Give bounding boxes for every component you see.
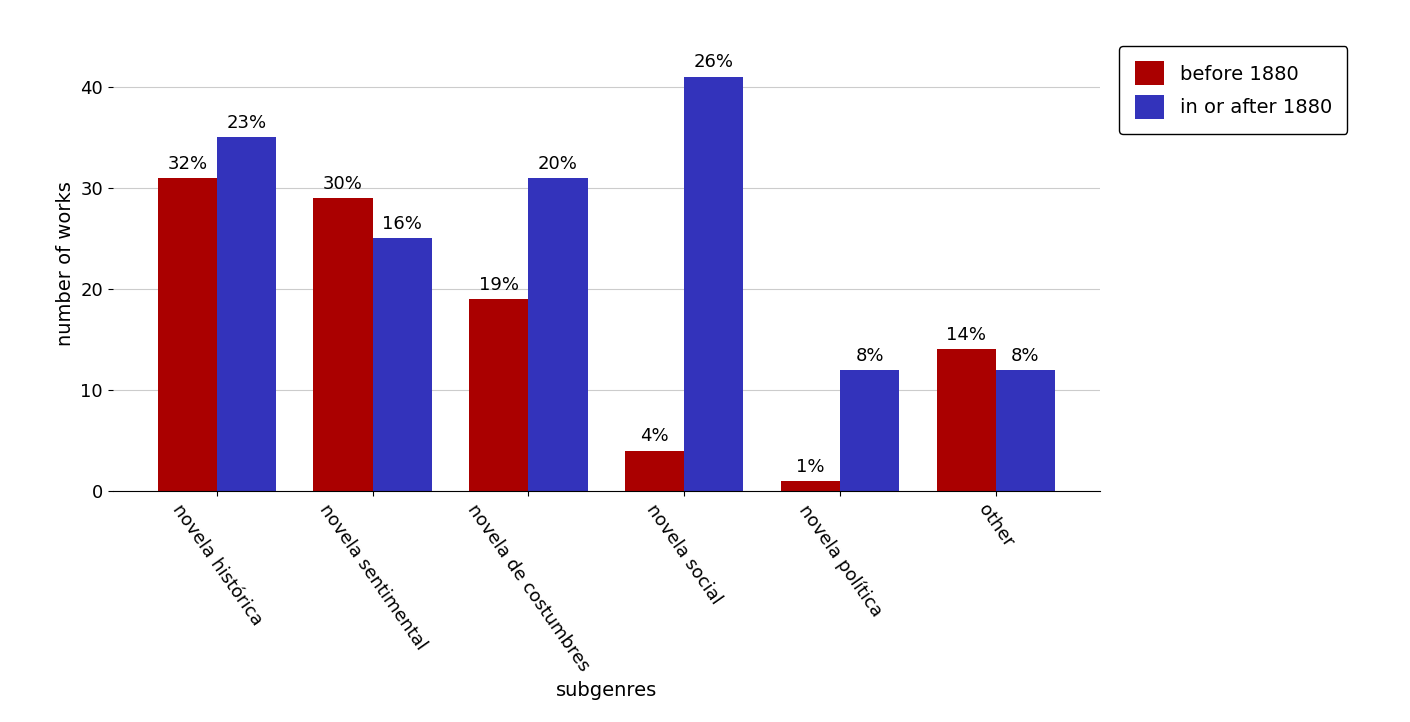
Bar [217,137,276,491]
Text: 20%: 20% [539,155,578,173]
Bar [936,349,995,491]
Bar [781,481,840,491]
Text: 16%: 16% [382,215,422,233]
Bar [995,370,1055,491]
Bar [158,178,217,491]
Text: 30%: 30% [323,175,362,193]
Y-axis label: number of works: number of works [56,181,75,346]
Legend: before 1880, in or after 1880: before 1880, in or after 1880 [1120,45,1348,134]
Text: 8%: 8% [1011,347,1039,365]
Text: 32%: 32% [168,155,207,173]
Bar [470,299,529,491]
Text: 1%: 1% [797,458,825,476]
Bar [625,451,684,491]
Text: 4%: 4% [640,427,668,445]
Text: 14%: 14% [946,326,986,344]
Text: 19%: 19% [479,276,519,294]
Bar [529,178,588,491]
Bar [684,77,743,491]
Text: 23%: 23% [227,114,266,132]
Text: 26%: 26% [694,53,733,71]
Bar [840,370,900,491]
X-axis label: subgenres: subgenres [556,681,657,700]
Text: 8%: 8% [856,347,884,365]
Bar [372,238,431,491]
Bar [313,198,372,491]
